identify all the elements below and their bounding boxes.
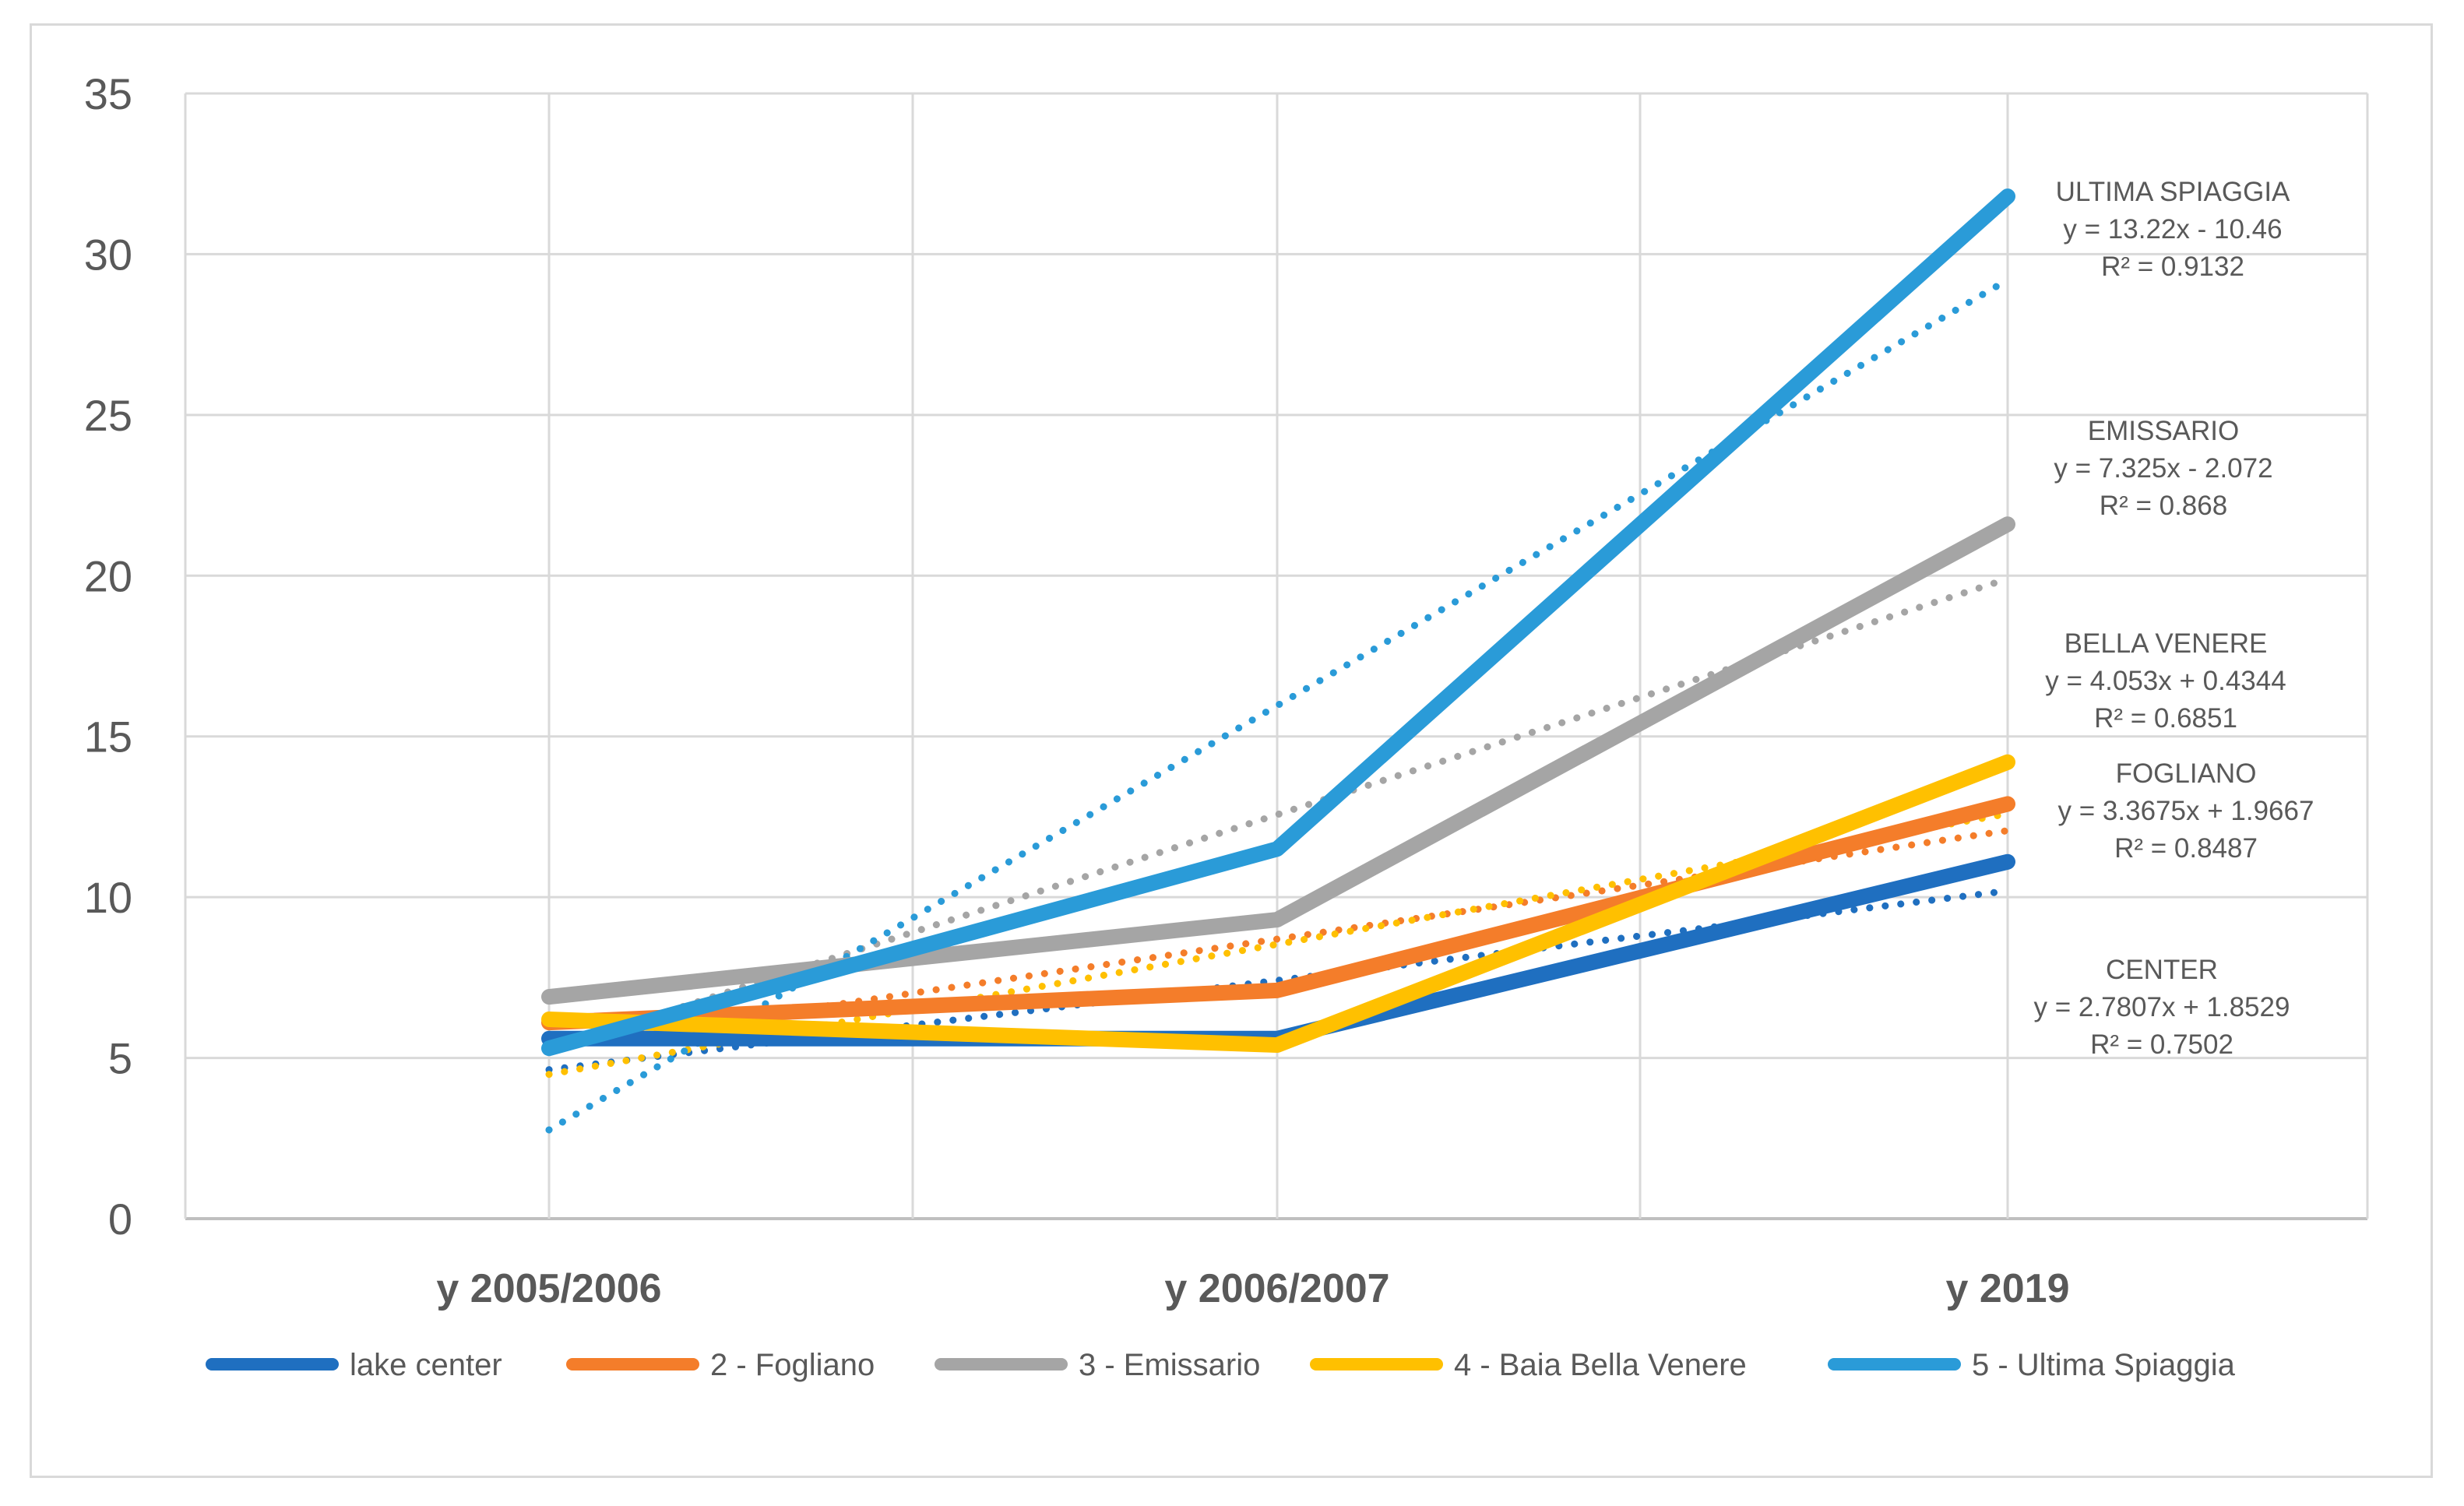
annotation-r2: R² = 0.6851 xyxy=(2094,703,2237,734)
annotation-title: BELLA VENERE xyxy=(2064,628,2268,659)
annotation-r2: R² = 0.7502 xyxy=(2090,1029,2233,1060)
legend: lake center 2 - Fogliano 3 - Emissario 4 - … xyxy=(206,1348,2236,1382)
y-tick-label: 20 xyxy=(84,551,132,600)
annotation-r2: R² = 0.8487 xyxy=(2114,833,2258,864)
gridlines xyxy=(184,92,2369,1220)
x-axis-categories: y 2005/2006 y 2006/2007 y 2019 xyxy=(436,1266,2069,1311)
legend-label: 4 - Baia Bella Venere xyxy=(1454,1348,1747,1382)
legend-item: lake center xyxy=(206,1348,502,1382)
legend-label: 2 - Fogliano xyxy=(710,1348,875,1382)
y-axis-ticks: 0 5 10 15 20 25 30 35 xyxy=(84,69,132,1244)
y-tick-label: 30 xyxy=(84,230,132,279)
annotation-equation: y = 2.7807x + 1.8529 xyxy=(2034,992,2290,1022)
annotation-r2: R² = 0.868 xyxy=(2100,491,2227,521)
annotation-equation: y = 13.22x - 10.46 xyxy=(2063,214,2282,245)
annotation-title: EMISSARIO xyxy=(2088,416,2239,446)
x-category-label: y 2019 xyxy=(1945,1266,2069,1311)
y-tick-label: 5 xyxy=(108,1034,132,1083)
y-tick-label: 25 xyxy=(84,391,132,440)
y-tick-label: 35 xyxy=(84,69,132,118)
legend-item: 5 - Ultima Spiaggia xyxy=(1828,1348,2236,1382)
y-tick-label: 10 xyxy=(84,873,132,922)
annotation-equation: y = 7.325x - 2.072 xyxy=(2054,453,2272,484)
trend-annotations: ULTIMA SPIAGGIA y = 13.22x - 10.46 R² = 0.… xyxy=(2034,177,2314,1060)
legend-label: 5 - Ultima Spiaggia xyxy=(1972,1348,2236,1382)
y-tick-label: 0 xyxy=(108,1195,132,1244)
annotation-title: CENTER xyxy=(2106,955,2218,985)
series-line-5 xyxy=(541,188,2015,1057)
y-tick-label: 15 xyxy=(84,713,132,762)
chart-frame xyxy=(30,23,2433,1478)
annotation-equation: y = 3.3675x + 1.9667 xyxy=(2058,796,2314,826)
legend-label: 3 - Emissario xyxy=(1079,1348,1260,1382)
trendline-3 xyxy=(545,575,2012,1054)
annotation-title: FOGLIANO xyxy=(2116,758,2257,789)
series-line-2 xyxy=(541,796,2015,1031)
x-category-label: y 2005/2006 xyxy=(436,1266,661,1311)
legend-item: 3 - Emissario xyxy=(935,1348,1260,1382)
series-line-4 xyxy=(541,754,2015,1054)
annotation-title: ULTIMA SPIAGGIA xyxy=(2056,177,2290,207)
series-lines xyxy=(541,188,2015,1057)
series-line-3 xyxy=(541,516,2015,1005)
trendline-1 xyxy=(545,887,2012,1074)
legend-label: lake center xyxy=(350,1348,502,1382)
annotation-equation: y = 4.053x + 0.4344 xyxy=(2045,666,2286,696)
x-category-label: y 2006/2007 xyxy=(1164,1266,1389,1311)
trendline-2 xyxy=(545,827,2012,1051)
annotation-r2: R² = 0.9132 xyxy=(2101,252,2244,282)
legend-item: 4 - Baia Bella Venere xyxy=(1310,1348,1747,1382)
legend-item: 2 - Fogliano xyxy=(566,1348,875,1382)
